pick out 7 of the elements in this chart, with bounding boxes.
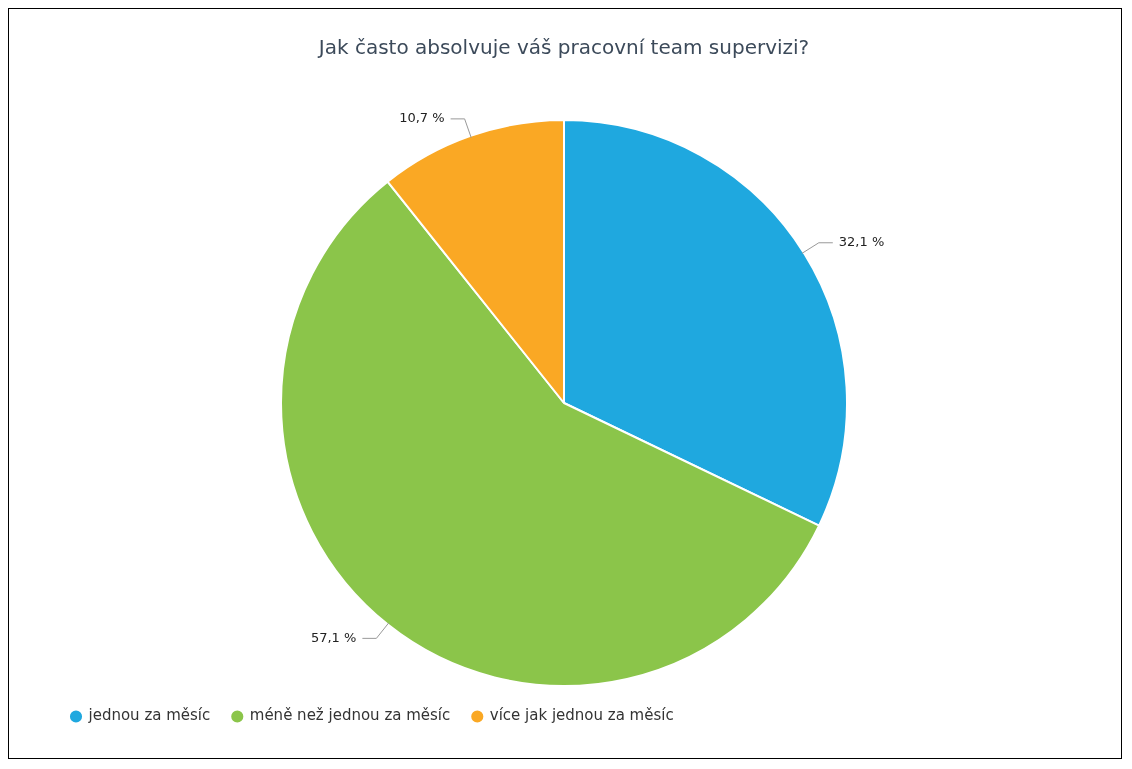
data-label: 32,1 % xyxy=(838,234,885,250)
data-label: 10,7 % xyxy=(399,110,445,126)
legend-label: jednou za měsíc xyxy=(87,706,211,725)
data-label: 57,1 % xyxy=(310,629,357,645)
chart-title: Jak často absolvuje váš pracovní team supervizi? xyxy=(316,35,810,60)
legend-label: méně než jednou za měsíc xyxy=(249,706,451,725)
legend-label: více jak jednou za měsíc xyxy=(489,706,674,725)
